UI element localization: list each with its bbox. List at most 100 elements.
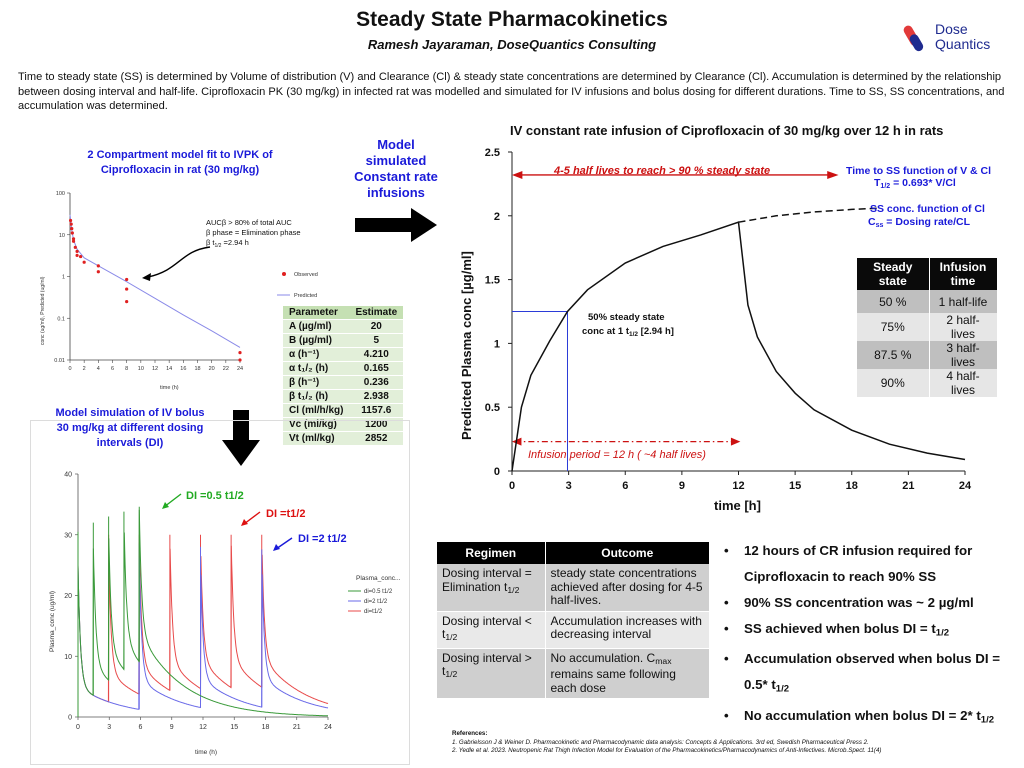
bolus-y-tick-label: 0 [68, 715, 72, 722]
bolus-heading-line2: 30 mg/kg at different dosing [56, 422, 204, 434]
logo-text-quantics: Quantics [935, 36, 991, 52]
bolus-x-tick-label: 0 [76, 724, 80, 731]
bolus-legend-item: di=t1/2 [364, 609, 383, 615]
param-value: 20 [349, 319, 404, 334]
bolus-annotation-blue: DI =2 t1/2 [298, 533, 347, 545]
ss-cell: 90% [857, 369, 930, 397]
param-name: Vt (ml/kg) [283, 431, 350, 446]
fit-observed-point [96, 270, 100, 274]
fit-y-tick-label: 0.01 [54, 358, 65, 364]
fit-x-tick-label: 6 [111, 366, 114, 372]
param-name: β t₁/₂ (h) [283, 389, 350, 404]
infusion-x-tick-label: 21 [902, 480, 914, 492]
infusion-period-annotation: Infusion period = 12 h ( ~4 half lives) [528, 449, 706, 461]
infusion-ylabel: Predicted Plasma conc [µg/ml] [459, 251, 474, 440]
fit-annotation-arrow [147, 246, 211, 278]
model-sim-heading: Model simulated Constant rate infusions [352, 137, 440, 201]
param-name: α (h⁻¹) [283, 347, 350, 362]
green-pointer-head [162, 502, 169, 509]
regimen-header-row: Regimen Outcome [437, 542, 710, 564]
fit-y-tick-label: 1 [62, 275, 65, 281]
arrow-down-icon [222, 410, 260, 466]
infusion-x-tick-label: 3 [566, 480, 572, 492]
param-value: 2.938 [349, 389, 404, 404]
fit-observed-point [96, 264, 100, 268]
bolus-chart: 0 10 20 30 40 0 3 6 9 12 15 18 21 24 Plasma_conc (ug/… [49, 472, 401, 757]
param-name: B (µg/ml) [283, 333, 350, 348]
regimen-header-cell: Regimen [437, 542, 546, 564]
css-annotation-line2: Css = Dosing rate/CL [868, 216, 971, 229]
infusion-chart: 0 0.5 1 1.5 2 2.5 0 3 6 9 12 15 18 21 24 Predicted Pla… [459, 147, 991, 513]
dosequantics-logo: Dose Quantics [903, 22, 1015, 54]
fit-observed-point [125, 300, 129, 304]
param-row: Cl (ml/h/kg) 1157.6 [283, 403, 404, 418]
ss-row: 90% 4 half-lives [857, 369, 998, 397]
fit-observed-points [68, 218, 242, 362]
infusion-x-tick-label: 0 [509, 480, 515, 492]
infusion-xlabel: time [h] [714, 498, 761, 513]
reference-item: 1. Gabrielsson J & Weiner D. Pharmacokin… [452, 738, 869, 746]
bolus-x-tick-label: 12 [199, 724, 207, 731]
bolus-series [77, 506, 329, 717]
fit-x-tick-label: 2 [83, 366, 86, 372]
half-lives-arrow-left [512, 170, 523, 179]
infusion-chart-title: IV constant rate infusion of Ciprofloxac… [510, 123, 944, 138]
arrow-right-icon [355, 208, 437, 242]
red-pointer-head [241, 519, 248, 526]
ss-cell: 75% [857, 313, 930, 341]
param-name: Cl (ml/h/kg) [283, 403, 350, 418]
model-sim-line: Model [377, 137, 415, 152]
fit-heading-line2: Ciprofloxacin in rat (30 mg/kg) [100, 164, 260, 176]
outcome-cell: steady state concentrations achieved aft… [545, 564, 710, 612]
fit-observed-point [73, 245, 77, 249]
parameter-table: Parameter Estimate A (µg/ml) 20 B (µg/ml)… [283, 306, 404, 446]
bolus-annotation-green: DI =0.5 t1/2 [186, 490, 244, 502]
finding-item: Accumulation observed when bolus DI = 0.… [722, 646, 1022, 702]
half-lives-arrow-right [827, 170, 839, 179]
model-sim-line: infusions [367, 185, 425, 200]
regimen-cell: Dosing interval > t1/2 [437, 648, 546, 700]
fit-x-tick-label: 10 [138, 366, 144, 372]
fit-annotation-auc: AUCβ > 80% of total AUC [206, 218, 292, 227]
ss-cell: 3 half-lives [929, 341, 998, 369]
bolus-x-tick-label: 6 [139, 724, 143, 731]
param-value: 2852 [349, 431, 404, 446]
param-value: 4.210 [349, 347, 404, 362]
regimen-row: Dosing interval < t1/2 Accumulation incr… [437, 611, 710, 649]
param-row: B (µg/ml) 5 [283, 333, 404, 348]
regimen-row: Dosing interval = Elimination t1/2 stead… [437, 564, 710, 612]
references-heading: References: [452, 730, 488, 737]
bolus-y-tick-label: 30 [64, 532, 72, 539]
bolus-heading-line1: Model simulation of IV bolus [55, 407, 205, 419]
param-name: Vc (ml/kg) [283, 417, 350, 432]
infusion-x-tick-label: 9 [679, 480, 685, 492]
ss-cell: 4 half-lives [929, 369, 998, 397]
infusion-y-tick-label: 2.5 [485, 147, 500, 159]
param-header-cell: Estimate [349, 306, 404, 320]
fit-observed-point [75, 249, 79, 253]
param-row: α t₁/₂ (h) 0.165 [283, 361, 404, 376]
css-annotation-line1: SS conc. function of Cl [870, 203, 985, 215]
param-value: 0.236 [349, 375, 404, 390]
param-row: Vc (ml/kg) 1200 [283, 417, 404, 432]
half-lives-annotation: 4-5 half lives to reach > 90 % steady st… [553, 165, 770, 177]
bolus-x-tick-label: 18 [262, 724, 270, 731]
param-value: 5 [349, 333, 404, 348]
bolus-curve [77, 509, 328, 717]
finding-item: 90% SS concentration was ~ 2 µg/ml [722, 590, 1022, 616]
half-ss-annotation-line1: 50% steady state [588, 312, 665, 323]
fit-xlabel: time (h) [160, 385, 179, 391]
param-row: A (µg/ml) 20 [283, 319, 404, 334]
infusion-x-tick-label: 15 [789, 480, 801, 492]
param-name: β (h⁻¹) [283, 375, 350, 390]
blue-pointer-head [273, 544, 280, 551]
fit-observed-point [70, 227, 74, 231]
ss-cell: 1 half-life [929, 290, 998, 313]
infusion-y-tick-label: 1.5 [485, 275, 500, 287]
fit-x-tick-label: 4 [97, 366, 100, 372]
fit-observed-point [238, 351, 242, 355]
ss-header-row: Steady state Infusion time [857, 258, 998, 290]
reference-item: 2. Yedle et al. 2023. Neutropenic Rat Th… [452, 747, 882, 754]
finding-item: No accumulation when bolus DI = 2* t1/2 [722, 703, 1022, 733]
